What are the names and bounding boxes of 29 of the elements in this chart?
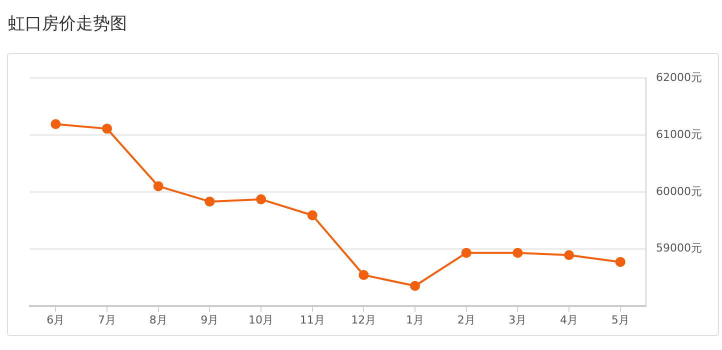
x-tick-label: 5月 — [611, 313, 630, 326]
y-tick-label: 61000元 — [656, 128, 702, 141]
x-tick-label: 8月 — [149, 313, 168, 326]
x-tick-label: 1月 — [406, 313, 424, 326]
x-tick-label: 9月 — [200, 313, 219, 326]
x-tick-label: 6月 — [46, 313, 65, 326]
x-tick-label: 7月 — [98, 313, 116, 326]
point — [204, 196, 215, 207]
y-tick-label: 59000元 — [656, 242, 702, 255]
x-tick-label: 3月 — [508, 313, 527, 326]
point — [615, 256, 626, 267]
point — [256, 194, 266, 204]
point — [564, 250, 574, 260]
point — [102, 124, 112, 134]
chart-title: 虹口房价走势图 — [8, 13, 127, 35]
x-tick-label: 2月 — [457, 313, 476, 326]
point — [50, 119, 61, 130]
x-tick-label: 12月 — [351, 313, 376, 326]
point — [461, 248, 472, 258]
point — [512, 248, 523, 258]
point — [410, 280, 420, 291]
x-tick-label: 4月 — [560, 313, 578, 326]
point — [307, 210, 318, 220]
x-tick-label: 10月 — [248, 313, 274, 326]
point — [153, 181, 164, 192]
x-tick-label: 11月 — [300, 313, 325, 326]
y-tick-label: 60000元 — [656, 184, 702, 198]
y-tick-label: 62000元 — [656, 70, 702, 84]
point — [358, 270, 369, 280]
